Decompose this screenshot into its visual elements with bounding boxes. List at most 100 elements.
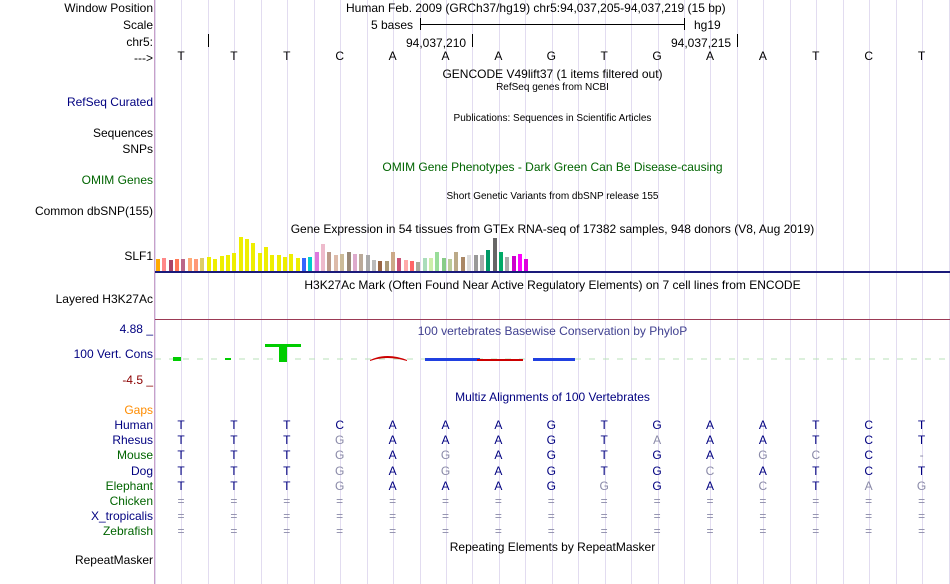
alignment-base: T (600, 418, 608, 432)
gtex-bar[interactable] (505, 257, 510, 271)
gtex-bar[interactable] (429, 258, 434, 271)
h3k27ac-track-title[interactable]: H3K27Ac Mark (Often Found Near Active Re… (304, 278, 801, 292)
dbsnp-track-label[interactable]: Common dbSNP(155) (34, 204, 153, 218)
gtex-bar[interactable] (524, 259, 529, 271)
dbsnp-track-title[interactable]: Short Genetic Variants from dbSNP releas… (446, 191, 659, 202)
gtex-bar[interactable] (244, 239, 249, 271)
gtex-bar[interactable] (327, 252, 332, 271)
h3k27ac-track-label[interactable]: Layered H3K27Ac (55, 292, 153, 306)
repeatmasker-track-label[interactable]: RepeatMasker (74, 553, 153, 567)
publications-track-title[interactable]: Publications: Sequences in Scientific Ar… (453, 113, 652, 124)
cons-track-label[interactable]: 100 Vert. Cons (73, 347, 153, 361)
alignment-base: = (865, 494, 873, 508)
gtex-bar[interactable] (168, 260, 173, 271)
gtex-bar[interactable] (492, 238, 497, 271)
omim-track-title[interactable]: OMIM Gene Phenotypes - Dark Green Can Be… (382, 160, 723, 174)
refseq-track-label[interactable]: RefSeq Curated (66, 95, 153, 109)
gtex-bar[interactable] (206, 257, 211, 271)
gtex-bar[interactable] (454, 252, 459, 271)
gtex-bar[interactable] (448, 259, 453, 271)
gtex-bar[interactable] (498, 252, 503, 271)
species-label[interactable]: Chicken (109, 494, 153, 508)
strand-arrow[interactable]: ---> (134, 51, 153, 65)
gtex-bar[interactable] (321, 244, 326, 271)
gtex-bar[interactable] (225, 255, 230, 271)
repeatmasker-track-title[interactable]: Repeating Elements by RepeatMasker (449, 540, 656, 554)
gtex-bar[interactable] (511, 256, 516, 271)
gtex-bar[interactable] (473, 255, 478, 271)
species-label[interactable]: X_tropicalis (90, 509, 153, 524)
gaps-track-label[interactable]: Gaps (124, 403, 153, 417)
phylop-plot[interactable] (155, 338, 950, 372)
gtex-bar-chart[interactable] (156, 236, 536, 271)
gtex-bar[interactable] (441, 258, 446, 271)
alignment-base: A (705, 418, 714, 432)
gtex-bar[interactable] (479, 255, 484, 271)
gtex-bar[interactable] (410, 261, 414, 271)
gtex-bar[interactable] (416, 262, 421, 271)
gtex-bar[interactable] (314, 252, 319, 271)
species-label[interactable]: Rhesus (112, 433, 153, 448)
gtex-bar[interactable] (251, 243, 256, 271)
gtex-bar[interactable] (295, 258, 300, 271)
gtex-bar[interactable] (422, 258, 427, 271)
species-label[interactable]: Mouse (116, 448, 153, 463)
gtex-bar[interactable] (194, 259, 199, 271)
gtex-bar[interactable] (371, 260, 376, 271)
gtex-bar[interactable] (156, 259, 160, 271)
gtex-bar[interactable] (232, 253, 237, 271)
species-label[interactable]: Dog (130, 463, 153, 478)
phylop-track-title[interactable]: 100 vertebrates Basewise Conservation by… (417, 324, 688, 338)
species-label[interactable]: Human (114, 418, 153, 432)
gtex-bar[interactable] (213, 259, 218, 271)
gtex-bar[interactable] (346, 252, 351, 271)
gtex-bar[interactable] (283, 257, 287, 271)
gtex-bar[interactable] (435, 252, 440, 271)
gtex-bar[interactable] (340, 254, 345, 271)
gtex-bar[interactable] (270, 255, 275, 271)
alignment-base: = (389, 494, 397, 508)
gtex-bar[interactable] (276, 255, 281, 271)
gtex-bar[interactable] (302, 258, 307, 271)
gtex-bar[interactable] (175, 259, 180, 271)
alignment-base: = (494, 494, 502, 508)
gtex-bar[interactable] (359, 254, 364, 271)
gtex-bar[interactable] (403, 260, 408, 271)
gtex-bar[interactable] (333, 255, 338, 271)
gtex-bar[interactable] (384, 261, 389, 271)
gtex-bar[interactable] (200, 258, 205, 271)
gtex-bar[interactable] (486, 250, 491, 271)
gtex-bar[interactable] (378, 261, 383, 271)
gtex-bar[interactable] (187, 258, 192, 271)
refseq-track-title[interactable]: RefSeq genes from NCBI (496, 82, 609, 93)
gtex-bar[interactable] (263, 247, 268, 271)
gencode-track-title[interactable]: GENCODE V49lift37 (1 items filtered out) (442, 67, 663, 81)
gtex-bar[interactable] (289, 254, 294, 271)
snps-track-label[interactable]: SNPs (122, 142, 153, 156)
gtex-bar[interactable] (365, 255, 370, 271)
species-label[interactable]: Zebrafish (102, 524, 153, 539)
multiz-track-title[interactable]: Multiz Alignments of 100 Vertebrates (455, 390, 650, 404)
gtex-bar[interactable] (238, 237, 243, 271)
omim-track-label[interactable]: OMIM Genes (81, 173, 153, 187)
gtex-bar[interactable] (181, 259, 186, 271)
gtex-bar[interactable] (460, 257, 465, 271)
species-label[interactable]: Elephant (105, 478, 153, 493)
phylop-neg-4 (533, 358, 575, 361)
alignment-base: = (283, 524, 291, 539)
gtex-bar[interactable] (467, 255, 472, 271)
gtex-bar[interactable] (219, 256, 224, 271)
gtex-bar[interactable] (390, 252, 395, 271)
gtex-bar[interactable] (517, 254, 522, 271)
grid-line (181, 0, 183, 584)
gtex-bar[interactable] (308, 257, 313, 271)
sequences-track-label[interactable]: Sequences (92, 126, 153, 140)
grid-line (736, 0, 738, 584)
gtex-bar[interactable] (397, 258, 402, 271)
alignment-base: T (230, 433, 238, 448)
gtex-bar[interactable] (162, 258, 167, 271)
gtex-bar[interactable] (352, 254, 357, 271)
gtex-bar[interactable] (257, 253, 262, 271)
slf1-track-label[interactable]: SLF1 (124, 249, 153, 263)
gtex-track-title[interactable]: Gene Expression in 54 tissues from GTEx … (290, 222, 815, 236)
